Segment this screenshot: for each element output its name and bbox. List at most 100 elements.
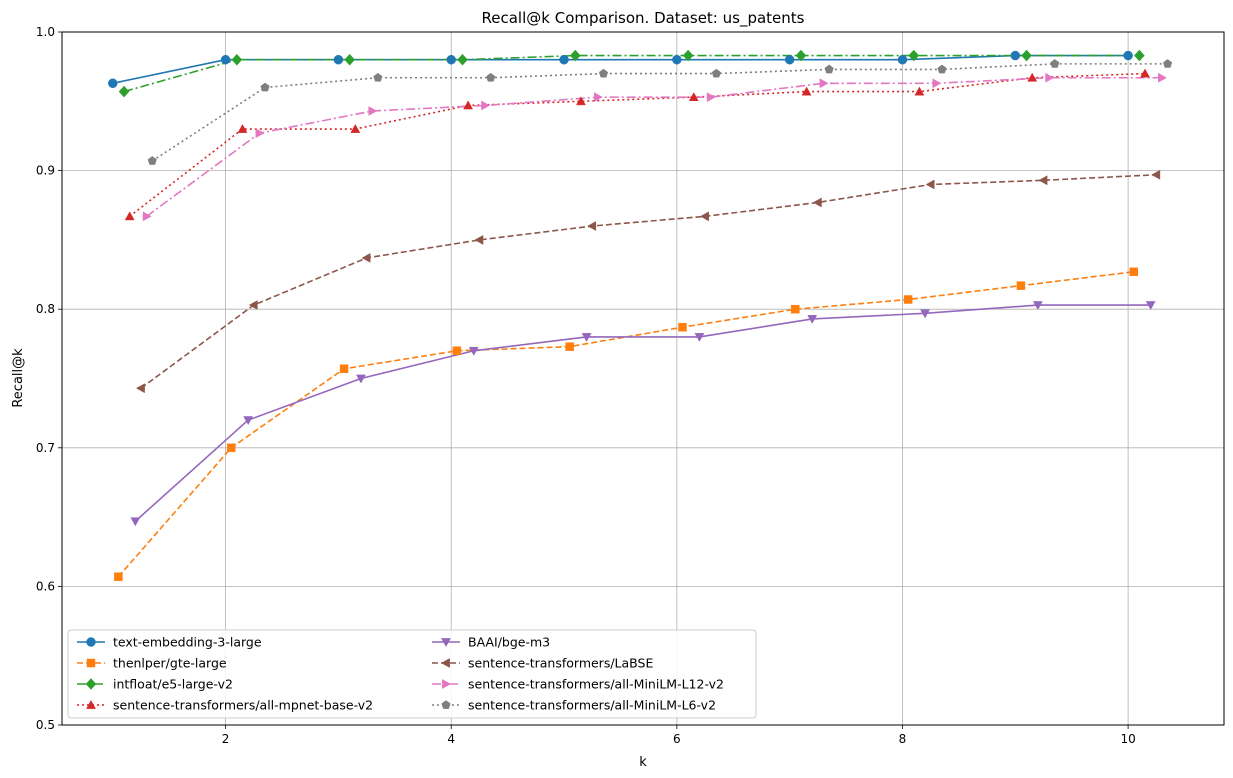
series-line-2 bbox=[117, 270, 1134, 578]
data-point bbox=[1045, 72, 1055, 83]
data-point bbox=[903, 295, 913, 304]
series-line-5 bbox=[134, 304, 1151, 522]
data-point bbox=[824, 64, 834, 74]
data-point bbox=[594, 92, 603, 103]
legend-box bbox=[67, 629, 757, 719]
data-point bbox=[920, 309, 930, 319]
data-point bbox=[1021, 49, 1032, 62]
grid-lines bbox=[62, 31, 1224, 726]
data-point bbox=[1129, 267, 1138, 277]
data-point bbox=[576, 96, 586, 106]
series-line-4 bbox=[129, 72, 1146, 217]
data-point bbox=[1145, 301, 1156, 311]
data-point bbox=[1038, 175, 1048, 186]
data-point bbox=[130, 517, 141, 527]
data-point bbox=[559, 54, 569, 65]
data-point bbox=[1163, 59, 1173, 68]
data-point bbox=[339, 364, 349, 374]
legend-marker bbox=[86, 699, 96, 709]
data-point bbox=[463, 100, 474, 110]
y-axis-ticks: 0.5 0.6 0.7 0.8 0.9 1.0 bbox=[36, 25, 62, 732]
y-tick-label: 0.7 bbox=[36, 441, 55, 455]
x-tick-label: 10 bbox=[1120, 732, 1135, 746]
data-point bbox=[486, 72, 496, 82]
series-line-6 bbox=[140, 173, 1157, 389]
data-point bbox=[452, 346, 462, 356]
legend-label: sentence-transformers/LaBSE bbox=[468, 656, 653, 671]
data-point bbox=[925, 179, 935, 190]
data-point bbox=[124, 211, 135, 221]
data-point bbox=[255, 128, 265, 139]
data-point bbox=[598, 68, 609, 78]
plot-frame bbox=[61, 31, 1225, 726]
legend-marker bbox=[86, 637, 96, 647]
data-point bbox=[237, 124, 248, 133]
data-point bbox=[908, 49, 920, 62]
data-point bbox=[248, 300, 258, 310]
x-tick-label: 6 bbox=[673, 732, 681, 746]
data-point bbox=[1027, 72, 1038, 82]
series-line-8 bbox=[151, 63, 1168, 162]
data-point bbox=[1134, 49, 1145, 62]
data-point bbox=[682, 49, 694, 62]
series-markers bbox=[108, 49, 1173, 581]
data-point bbox=[801, 86, 812, 96]
data-point bbox=[114, 572, 123, 581]
data-point bbox=[932, 78, 942, 89]
y-tick-label: 0.8 bbox=[36, 302, 55, 316]
legend-label: text-embedding-3-large bbox=[113, 635, 262, 650]
data-point bbox=[711, 68, 721, 78]
legend-label: sentence-transformers/all-MiniLM-L12-v2 bbox=[468, 677, 724, 692]
data-point bbox=[1140, 68, 1150, 78]
legend-marker bbox=[441, 700, 451, 709]
data-point bbox=[220, 54, 231, 65]
y-tick-label: 0.5 bbox=[36, 718, 55, 732]
legend-label: sentence-transformers/all-MiniLM-L6-v2 bbox=[468, 698, 716, 713]
x-tick-label: 2 bbox=[222, 732, 230, 746]
legend-label: thenlper/gte-large bbox=[113, 656, 227, 671]
data-point bbox=[914, 86, 925, 96]
data-point bbox=[333, 54, 344, 65]
data-point bbox=[1032, 301, 1043, 311]
legend-marker bbox=[85, 678, 97, 690]
data-point bbox=[791, 304, 800, 314]
data-point bbox=[142, 211, 152, 222]
chart-title: Recall@k Comparison. Dataset: us_patents bbox=[482, 9, 805, 28]
data-point bbox=[678, 322, 687, 332]
x-axis-ticks: 2 4 6 8 10 bbox=[222, 725, 1136, 746]
series-lines bbox=[112, 54, 1168, 578]
x-tick-label: 4 bbox=[447, 732, 455, 746]
data-point bbox=[361, 252, 371, 263]
legend-marker bbox=[442, 679, 452, 689]
data-point bbox=[1016, 281, 1026, 290]
data-point bbox=[1050, 59, 1060, 68]
data-point bbox=[231, 53, 243, 66]
x-tick-label: 8 bbox=[899, 732, 907, 746]
legend-label: BAAI/bge-m3 bbox=[468, 635, 550, 650]
data-point bbox=[457, 53, 468, 66]
series-line-1 bbox=[112, 54, 1129, 85]
y-tick-label: 0.9 bbox=[36, 164, 55, 178]
data-point bbox=[784, 54, 795, 65]
data-point bbox=[446, 54, 456, 65]
data-point bbox=[688, 92, 699, 101]
data-point bbox=[147, 156, 157, 165]
data-point bbox=[587, 221, 597, 231]
data-point bbox=[569, 49, 581, 62]
series-line-3 bbox=[123, 54, 1140, 93]
legend-marker bbox=[86, 658, 96, 668]
data-point bbox=[260, 82, 270, 92]
data-point bbox=[135, 383, 145, 394]
data-point bbox=[812, 197, 822, 208]
data-point bbox=[795, 49, 807, 62]
data-point bbox=[694, 333, 705, 342]
data-point bbox=[1158, 72, 1167, 83]
data-point bbox=[1010, 50, 1021, 61]
data-point bbox=[897, 54, 908, 65]
data-point bbox=[368, 106, 378, 116]
x-axis-label: k bbox=[639, 755, 647, 770]
data-point bbox=[356, 374, 366, 384]
data-point bbox=[581, 333, 592, 342]
data-point bbox=[1123, 50, 1133, 61]
data-point bbox=[373, 72, 383, 82]
